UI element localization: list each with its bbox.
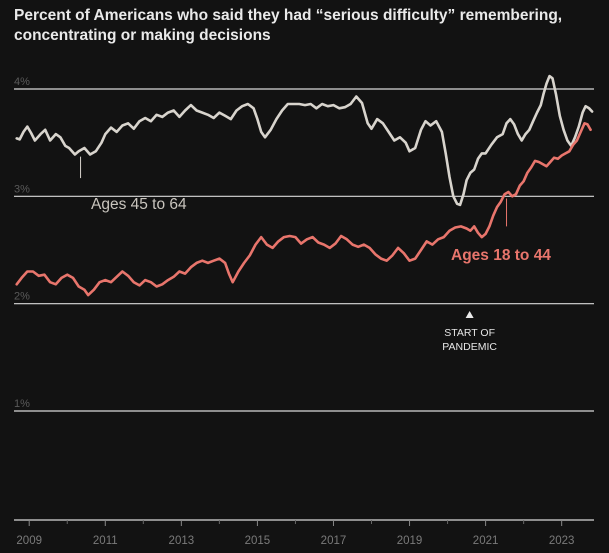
pandemic-label-line1: START OF xyxy=(444,327,495,339)
series-lines xyxy=(15,74,594,297)
x-tick-label: 2023 xyxy=(549,535,575,547)
series-line-ages-18-to-44 xyxy=(15,122,592,297)
x-tick-label: 2011 xyxy=(93,535,118,547)
x-tick-label: 2017 xyxy=(321,535,347,547)
x-tick-label: 2015 xyxy=(245,535,271,547)
y-tick-label: 3% xyxy=(14,183,30,195)
y-tick-label: 2% xyxy=(14,291,30,303)
chart-title: Percent of Americans who said they had “… xyxy=(14,7,563,44)
series-line-ages-45-to-64 xyxy=(15,74,594,207)
pandemic-marker-triangle xyxy=(465,311,474,318)
y-tick-label: 1% xyxy=(14,398,30,410)
x-tick-label: 2013 xyxy=(169,535,195,547)
y-tick-label: 4% xyxy=(14,76,30,88)
gridlines xyxy=(14,88,594,412)
series-label-ages-45-to-64: Ages 45 to 64 xyxy=(91,196,187,213)
x-tick-label: 2021 xyxy=(473,535,499,547)
annotations: Ages 45 to 64 Ages 18 to 44 START OF PANDEM… xyxy=(80,156,551,353)
pandemic-label-line2: PANDEMIC xyxy=(442,341,497,353)
series-label-ages-18-to-44: Ages 18 to 44 xyxy=(451,247,551,264)
x-axis: 2009 2011 2013 2015 2017 2019 2021 2023 xyxy=(14,519,594,547)
x-tick-label: 2009 xyxy=(16,535,42,547)
y-tick-labels: 1% 2% 3% 4% xyxy=(14,76,30,410)
x-tick-label: 2019 xyxy=(397,535,423,547)
